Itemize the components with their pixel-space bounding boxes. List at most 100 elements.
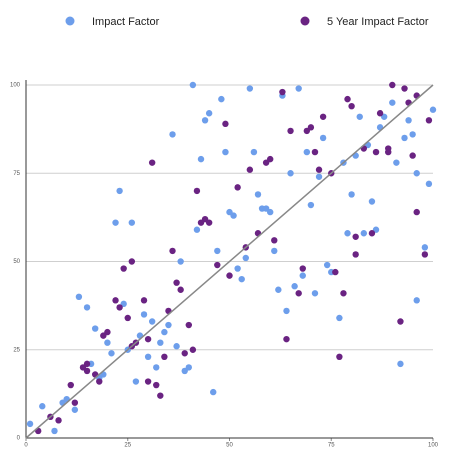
point	[413, 297, 420, 304]
point	[230, 212, 237, 219]
point	[169, 131, 176, 138]
point	[303, 148, 311, 156]
point	[291, 283, 298, 290]
point	[189, 81, 197, 89]
point	[120, 265, 127, 272]
point	[193, 226, 201, 233]
point	[344, 230, 351, 237]
point	[205, 110, 213, 117]
point	[144, 353, 152, 361]
x-tick-label: 100	[428, 443, 439, 449]
point	[205, 219, 213, 226]
y-tick-label: 100	[10, 83, 21, 89]
point	[413, 208, 420, 216]
point	[148, 318, 156, 325]
point	[173, 279, 180, 286]
legend-label: 5 Year Impact Factor	[327, 16, 429, 28]
point	[429, 106, 437, 113]
point	[214, 247, 221, 255]
point	[165, 321, 172, 329]
point	[210, 388, 217, 396]
legend-marker	[300, 16, 310, 26]
y-tick-label: 25	[13, 347, 20, 353]
point	[83, 360, 91, 368]
point	[177, 258, 184, 265]
point	[397, 360, 404, 368]
point	[214, 261, 221, 269]
point	[307, 124, 315, 131]
point	[368, 230, 376, 237]
point	[271, 237, 278, 244]
point	[368, 198, 376, 205]
point	[352, 251, 359, 258]
point	[116, 187, 123, 195]
point	[148, 159, 156, 166]
point	[389, 99, 396, 106]
point	[71, 406, 79, 413]
point	[185, 364, 192, 371]
point	[360, 230, 368, 237]
point	[144, 378, 152, 385]
point	[185, 321, 192, 329]
y-tick-label: 50	[13, 259, 20, 265]
point	[71, 399, 79, 406]
point	[234, 184, 241, 191]
y-tick-label: 0	[17, 436, 21, 442]
point	[352, 233, 359, 240]
point	[389, 81, 396, 89]
point	[153, 381, 160, 389]
point	[242, 254, 249, 262]
point	[55, 417, 62, 424]
y-tick-label: 75	[13, 171, 20, 177]
point	[254, 191, 262, 198]
point	[267, 208, 274, 216]
point	[218, 95, 225, 103]
point	[336, 353, 343, 361]
point	[405, 117, 412, 124]
point	[83, 367, 91, 375]
x-tick-label: 25	[124, 443, 131, 449]
point	[299, 265, 306, 272]
point	[348, 191, 355, 198]
point	[144, 335, 152, 343]
point	[26, 420, 34, 428]
point	[201, 117, 209, 124]
point	[128, 219, 136, 226]
point	[140, 297, 148, 304]
point	[425, 180, 433, 188]
legend-marker	[65, 16, 75, 26]
point	[323, 261, 331, 269]
point	[222, 120, 229, 128]
point	[267, 155, 274, 163]
point	[51, 427, 58, 435]
point	[409, 152, 416, 159]
point	[83, 304, 91, 311]
point	[161, 353, 168, 361]
point	[250, 148, 258, 156]
x-tick-label: 0	[24, 443, 28, 449]
point	[112, 297, 119, 304]
point	[421, 251, 429, 258]
point	[112, 219, 119, 226]
point	[271, 247, 278, 255]
point	[116, 304, 123, 311]
x-tick-label: 50	[226, 443, 233, 449]
point	[75, 293, 83, 300]
point	[315, 173, 323, 180]
point	[344, 95, 351, 103]
point	[157, 392, 164, 399]
point	[311, 148, 319, 156]
x-tick-label: 75	[328, 443, 335, 449]
point	[246, 85, 254, 92]
point	[91, 325, 99, 332]
point	[287, 127, 294, 135]
point	[181, 350, 188, 357]
point	[413, 170, 420, 177]
point	[222, 148, 229, 156]
point	[401, 85, 408, 92]
point	[340, 290, 347, 297]
point	[161, 328, 168, 336]
point	[409, 131, 416, 138]
point	[189, 346, 197, 353]
